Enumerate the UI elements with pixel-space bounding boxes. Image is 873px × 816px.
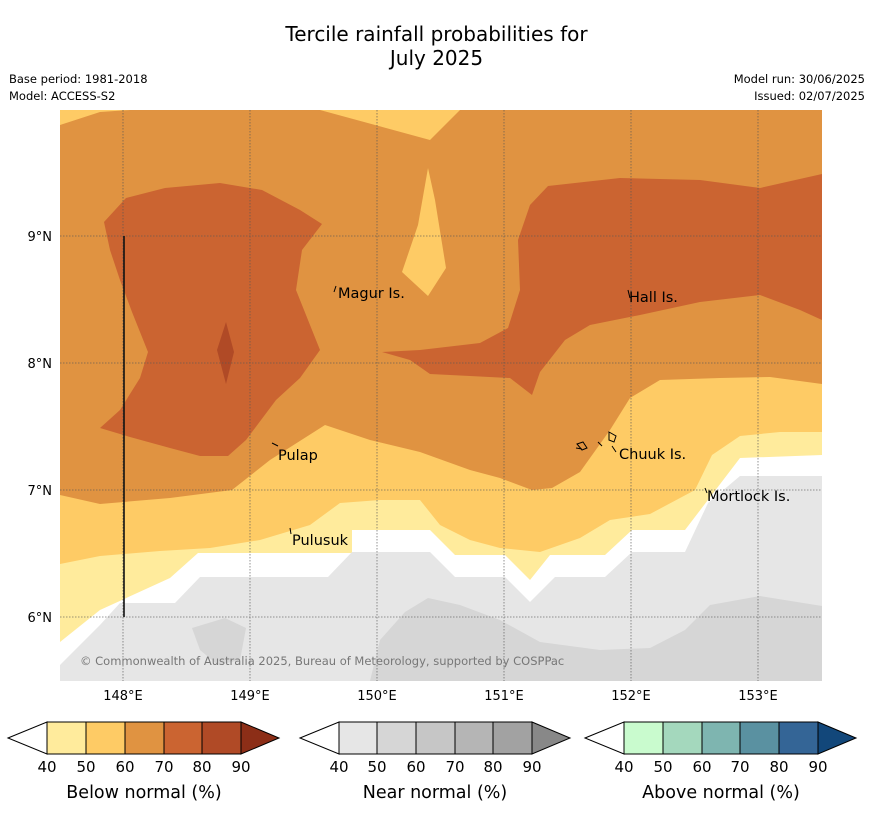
legend-near-tick-40: 40 xyxy=(329,758,348,776)
legend-near-title: Near normal (%) xyxy=(363,783,508,803)
lon-tick-152: 152°E xyxy=(611,689,651,704)
mortlock-island-shape xyxy=(704,487,708,494)
legend-below-swatch-50 xyxy=(85,721,126,755)
meta-right: Model run: 30/06/2025 Issued: 02/07/2025 xyxy=(734,71,865,105)
lon-tick-150: 150°E xyxy=(357,689,397,704)
place-pulusuk: Pulusuk xyxy=(292,533,349,549)
lat-tick-9: 9°N xyxy=(28,230,53,245)
legend-below-swatch-80 xyxy=(201,721,242,755)
legend-near-swatch-80 xyxy=(492,721,533,755)
legend-below-tick-90: 90 xyxy=(231,758,250,776)
region-below-50-top xyxy=(60,110,130,125)
legend-below-title: Below normal (%) xyxy=(66,783,221,803)
legend-below-tick-80: 80 xyxy=(192,758,211,776)
lon-tick-149: 149°E xyxy=(230,689,270,704)
title-line-1: Tercile rainfall probabilities for xyxy=(285,22,588,46)
region-below-80-spot xyxy=(217,322,234,384)
region-below-50-tongue xyxy=(402,168,446,296)
legend-above-swatch-40 xyxy=(623,721,664,755)
legend-near-swatch-40 xyxy=(338,721,378,755)
axis-labels: 148°E 149°E 150°E 151°E 152°E 153°E 9°N … xyxy=(28,230,778,704)
legend-above-swatch-80 xyxy=(778,721,819,755)
place-mortlock: Mortlock Is. xyxy=(707,489,790,505)
issued-date: Issued: 02/07/2025 xyxy=(754,89,865,103)
meta-left: Base period: 1981-2018 Model: ACCESS-S2 xyxy=(9,71,148,105)
legend-above-title: Above normal (%) xyxy=(642,783,800,803)
lon-tick-153: 153°E xyxy=(738,689,778,704)
lon-tick-151: 151°E xyxy=(484,689,524,704)
chart-title: Tercile rainfall probabilities for July … xyxy=(0,22,873,70)
legend-near-swatch-70 xyxy=(454,721,494,755)
place-hall: Hall Is. xyxy=(629,290,678,306)
model-name: Model: ACCESS-S2 xyxy=(9,89,116,103)
legend-below-tick-70: 70 xyxy=(154,758,173,776)
base-period: Base period: 1981-2018 xyxy=(9,72,148,86)
legend-above-tick-40: 40 xyxy=(614,758,633,776)
region-below-70-west xyxy=(100,183,322,456)
legend-near-low-arrow xyxy=(298,721,340,755)
region-near-50-spot xyxy=(192,618,246,665)
place-magur: Magur Is. xyxy=(338,286,405,302)
legend-near-tick-90: 90 xyxy=(522,758,541,776)
region-near-40 xyxy=(60,476,822,681)
legend-above-tick-60: 60 xyxy=(692,758,711,776)
graticule xyxy=(60,110,822,681)
model-run: Model run: 30/06/2025 xyxy=(733,72,865,86)
legend-above-tick-80: 80 xyxy=(769,758,788,776)
legend-near-tick-50: 50 xyxy=(367,758,386,776)
legend-below-tick-40: 40 xyxy=(37,758,56,776)
hall-island-shape xyxy=(627,289,631,299)
region-below-50-top-center xyxy=(320,110,460,140)
legend-below-swatch-60 xyxy=(124,721,165,755)
copyright-text: © Commonwealth of Australia 2025, Bureau… xyxy=(80,654,564,668)
region-below-70-east xyxy=(382,174,822,395)
place-pulap: Pulap xyxy=(278,448,318,464)
legend-near-tick-70: 70 xyxy=(445,758,464,776)
legend-above-tick-70: 70 xyxy=(730,758,749,776)
map-area: Magur Is. Hall Is. Pulap Chuuk Is. Mortl… xyxy=(60,110,822,681)
pulusuk-island-shape xyxy=(289,527,292,535)
pulap-island-shape xyxy=(271,442,279,447)
legend-below-tick-60: 60 xyxy=(115,758,134,776)
island-outlines xyxy=(271,285,708,535)
legend-above-swatch-60 xyxy=(701,721,741,755)
legend-below-low-arrow xyxy=(6,721,48,755)
chuuk-lagoon-shape xyxy=(575,431,617,453)
legend-above-high-arrow xyxy=(817,721,858,755)
magur-island-shape xyxy=(333,285,337,293)
legend-above-low-arrow xyxy=(583,721,625,755)
legend-below: 40 50 60 70 80 90 Below normal (%) xyxy=(6,721,281,803)
legend-below-swatch-40 xyxy=(46,721,87,755)
legend-above-swatch-70 xyxy=(739,721,780,755)
legend-above: 40 50 60 70 80 90 Above normal (%) xyxy=(583,721,858,803)
legend-below-swatch-70 xyxy=(163,721,203,755)
legend-above-tick-50: 50 xyxy=(653,758,672,776)
legend-near-tick-80: 80 xyxy=(483,758,502,776)
legend-near-tick-60: 60 xyxy=(406,758,425,776)
lon-tick-148: 148°E xyxy=(103,689,143,704)
legend-near-high-arrow xyxy=(531,721,572,755)
legend-below-high-arrow xyxy=(240,721,281,755)
place-chuuk: Chuuk Is. xyxy=(619,447,686,463)
lat-tick-6: 6°N xyxy=(28,611,53,626)
title-line-2: July 2025 xyxy=(389,46,484,70)
legend-above-swatch-50 xyxy=(662,721,703,755)
legend-near: 40 50 60 70 80 90 Near normal (%) xyxy=(298,721,572,803)
legend-below-tick-50: 50 xyxy=(76,758,95,776)
legend-near-swatch-50 xyxy=(376,721,417,755)
lat-tick-7: 7°N xyxy=(28,484,53,499)
lat-tick-8: 8°N xyxy=(28,357,53,372)
legend-near-swatch-60 xyxy=(415,721,456,755)
legend-above-tick-90: 90 xyxy=(808,758,827,776)
